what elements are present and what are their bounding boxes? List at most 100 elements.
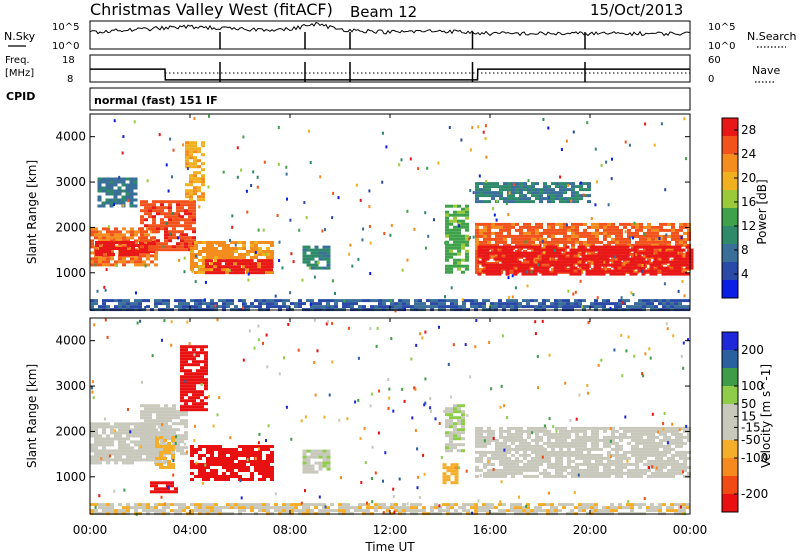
data-cell — [631, 438, 635, 442]
data-cell — [593, 245, 598, 249]
data-cell — [585, 248, 590, 252]
data-cell — [663, 222, 667, 226]
data-cell — [270, 305, 274, 309]
data-cell — [434, 302, 438, 306]
data-cell — [531, 191, 535, 195]
data-cell — [140, 203, 144, 207]
data-cell — [130, 461, 134, 465]
data-cell — [575, 465, 579, 469]
data-cell — [519, 182, 523, 186]
data-cell — [457, 267, 461, 271]
data-cell — [685, 257, 690, 261]
data-cell — [591, 456, 595, 460]
data-cell — [601, 257, 606, 261]
data-cell — [621, 251, 626, 255]
data-cell — [192, 405, 196, 409]
data-cell — [618, 302, 622, 306]
data-cell — [302, 455, 307, 459]
data-cell — [310, 509, 314, 513]
scatter-cell — [362, 227, 365, 231]
data-cell — [487, 261, 491, 265]
data-cell — [639, 456, 643, 460]
data-cell — [519, 231, 523, 235]
data-cell — [306, 248, 311, 252]
data-cell — [531, 468, 535, 472]
data-cell — [563, 222, 567, 226]
data-cell — [198, 506, 202, 510]
data-cell — [493, 263, 498, 267]
data-cell — [657, 254, 662, 258]
data-cell — [106, 506, 110, 510]
data-cell — [507, 429, 511, 433]
data-cell — [238, 445, 242, 448]
data-cell — [201, 144, 205, 148]
data-cell — [302, 506, 306, 510]
data-cell — [483, 465, 487, 469]
data-cell — [567, 432, 571, 436]
scatter-cell — [247, 272, 250, 276]
data-cell — [519, 243, 523, 247]
scatter-cell — [614, 255, 617, 259]
data-cell — [126, 431, 130, 435]
data-cell — [326, 464, 331, 468]
data-cell — [122, 233, 126, 237]
data-cell — [559, 231, 563, 235]
data-cell — [445, 434, 449, 438]
data-cell — [200, 369, 204, 373]
data-cell — [114, 449, 118, 453]
data-cell — [575, 228, 579, 232]
data-cell — [662, 305, 666, 309]
data-cell — [176, 203, 180, 207]
data-cell — [184, 218, 188, 222]
data-cell — [123, 247, 127, 250]
data-cell — [543, 191, 547, 195]
data-cell — [314, 254, 319, 258]
data-cell — [519, 194, 523, 198]
scatter-cell — [507, 213, 510, 217]
data-cell — [513, 263, 518, 267]
data-cell — [677, 269, 682, 273]
data-cell — [457, 204, 461, 208]
data-cell — [687, 438, 691, 442]
data-cell — [218, 457, 222, 460]
data-cell — [674, 302, 678, 306]
data-cell — [595, 222, 599, 226]
data-cell — [125, 192, 130, 196]
data-cell — [237, 271, 241, 275]
data-cell — [406, 302, 410, 306]
data-cell — [659, 465, 663, 469]
scatter-cell — [242, 306, 245, 310]
data-cell — [144, 239, 148, 243]
scatter-cell — [508, 295, 511, 299]
data-cell — [253, 265, 257, 269]
data-cell — [184, 357, 188, 361]
scatter-cell — [194, 280, 197, 284]
data-cell — [475, 270, 479, 274]
data-cell — [318, 449, 323, 453]
data-cell — [402, 305, 406, 309]
data-cell — [250, 454, 254, 457]
data-cell — [495, 447, 499, 451]
data-cell — [103, 250, 107, 253]
data-cell — [635, 453, 639, 457]
data-cell — [491, 237, 495, 241]
data-cell — [97, 180, 102, 184]
data-cell — [418, 302, 422, 306]
data-cell — [140, 413, 144, 417]
data-cell — [569, 257, 574, 261]
data-cell — [551, 200, 555, 204]
scatter-cell — [215, 242, 218, 245]
data-cell — [126, 458, 130, 462]
data-cell — [154, 490, 158, 494]
data-cell — [188, 224, 192, 228]
data-cell — [188, 221, 192, 225]
data-cell — [105, 192, 110, 196]
data-cell — [193, 150, 197, 154]
data-cell — [635, 243, 639, 247]
data-cell — [130, 431, 134, 435]
data-cell — [509, 254, 514, 258]
data-cell — [605, 260, 610, 264]
data-cell — [625, 251, 630, 255]
data-cell — [663, 459, 667, 463]
data-cell — [140, 428, 144, 432]
